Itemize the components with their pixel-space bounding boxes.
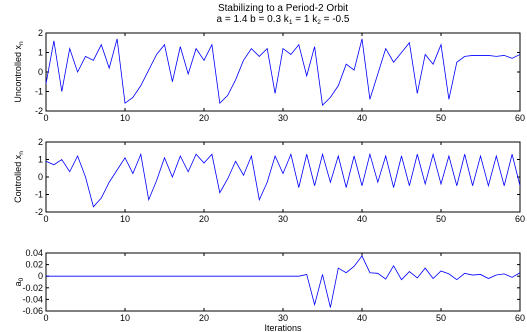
a0-series-line: [46, 255, 521, 308]
a0-xtick-label: 10: [120, 313, 130, 323]
controlled-ytick-label: 2: [38, 137, 43, 147]
param-text-2: k: [312, 14, 318, 25]
a0-xtick-label: 20: [199, 313, 209, 323]
param-post-1: = 1: [292, 14, 312, 25]
controlled-ytick-label: -2: [35, 207, 43, 217]
controlled-ylabel: Controlled xn: [13, 151, 25, 203]
uncontrolled-ylabel-sub: n: [18, 41, 25, 45]
uncontrolled-xtick-label: 30: [278, 113, 288, 123]
param-sub-1: 1: [289, 19, 293, 26]
controlled-xtick-label: 60: [515, 214, 525, 224]
a0-ytick-label: -0.02: [22, 283, 43, 293]
uncontrolled-ytick-label: -1: [35, 87, 43, 97]
a0-xlabel: Iterations: [264, 323, 302, 332]
controlled-axes-box: [45, 141, 521, 213]
controlled-panel: 0 10 20 30 40 50 60 -2 -1 0 1 2 Controlled xn: [13, 137, 525, 224]
a0-xtick-label: 50: [436, 313, 446, 323]
a0-ytick-label: -0.06: [22, 306, 43, 316]
controlled-series-line: [45, 152, 521, 208]
figure-title: Stabilizing to a Period-2 Orbit: [218, 3, 348, 14]
a0-xtick-label: 40: [357, 313, 367, 323]
uncontrolled-xtick-label: 20: [199, 113, 209, 123]
a0-ytick-label: -0.04: [22, 294, 43, 304]
figure-params: a = 1.4 b = 0.3 k1 = 1 k2 = -0.5: [217, 14, 350, 26]
a0-xtick-label: 60: [515, 313, 525, 323]
controlled-ylabel-base: Controlled x: [13, 154, 23, 203]
uncontrolled-xtick-label: 60: [515, 113, 525, 123]
param-sub-2: 2: [317, 19, 321, 26]
a0-ylabel-sub: 0: [18, 277, 25, 281]
uncontrolled-ytick-label: 0: [38, 67, 43, 77]
controlled-xtick-label: 40: [357, 214, 367, 224]
a0-axes-box: [45, 252, 521, 312]
uncontrolled-xtick-label: 0: [43, 113, 48, 123]
uncontrolled-ylabel: Uncontrolled xn: [13, 41, 25, 103]
param-text-1: a = 1.4 b = 0.3 k: [217, 14, 290, 25]
uncontrolled-series-line: [45, 38, 521, 106]
controlled-xtick-label: 0: [43, 214, 48, 224]
uncontrolled-panel: 0 10 20 30 40 50 60 -2 -1 0 1 2 Uncontrolled xn: [13, 28, 525, 123]
controlled-xtick-label: 50: [436, 214, 446, 224]
controlled-xtick-label: 30: [278, 214, 288, 224]
uncontrolled-ytick-label: 2: [38, 28, 43, 38]
a0-ytick-label: 0.04: [25, 248, 43, 258]
controlled-xtick-label: 20: [199, 214, 209, 224]
uncontrolled-ytick-label: 1: [38, 48, 43, 58]
uncontrolled-xtick-label: 50: [436, 113, 446, 123]
param-post-2: = -0.5: [321, 14, 350, 25]
uncontrolled-xtick-label: 40: [357, 113, 367, 123]
controlled-xtick-label: 10: [120, 214, 130, 224]
a0-ytick-label: 0.02: [25, 260, 43, 270]
uncontrolled-ytick-label: -2: [35, 106, 43, 116]
controlled-ytick-label: 1: [38, 155, 43, 165]
a0-xtick-label: 0: [43, 313, 48, 323]
a0-ylabel: a0: [13, 277, 25, 286]
a0-panel: 0 10 20 30 40 50 60-0.06-0.04-0.0200.020.04a0I…: [13, 248, 525, 332]
a0-ytick-label: 0: [38, 271, 43, 281]
a0-xtick-label: 30: [278, 313, 288, 323]
uncontrolled-ylabel-base: Uncontrolled x: [13, 45, 23, 103]
controlled-ytick-label: -1: [35, 190, 43, 200]
controlled-ytick-label: 0: [38, 172, 43, 182]
a0-ylabel-base: a: [13, 281, 23, 286]
controlled-ylabel-sub: n: [18, 151, 25, 155]
uncontrolled-xtick-label: 10: [120, 113, 130, 123]
